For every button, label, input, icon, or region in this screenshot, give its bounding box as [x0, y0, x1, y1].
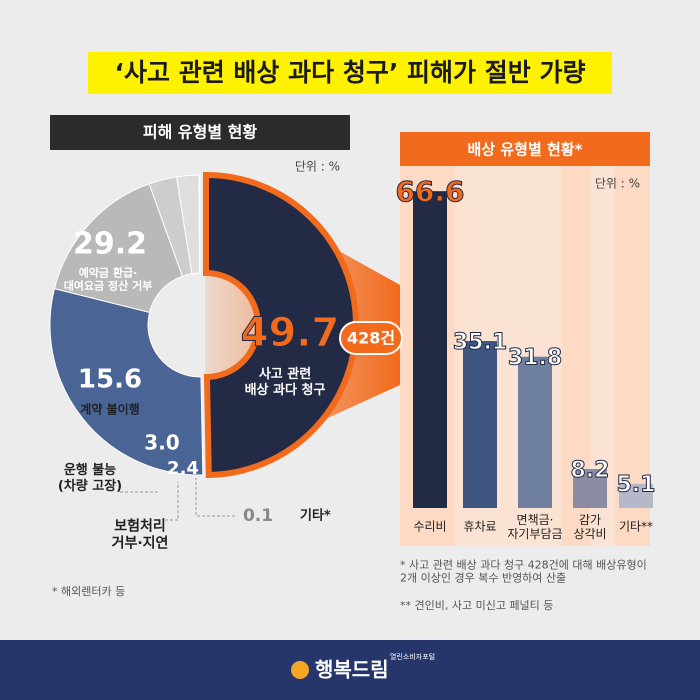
donut-slice	[49, 288, 204, 476]
donut-slice	[198, 174, 201, 274]
category-label: 계약 불이행	[80, 402, 139, 417]
category-label: 수리비	[413, 520, 446, 534]
value-label: 29.2	[73, 227, 147, 262]
footer	[0, 640, 700, 700]
donut-slice	[203, 171, 359, 479]
leader-line	[165, 482, 179, 521]
category-label: 기타*	[300, 508, 331, 524]
value-label: 66.6	[395, 175, 464, 208]
left-header	[50, 115, 350, 150]
title-highlight	[88, 52, 612, 94]
category-label: 보험처리 거부·지연	[112, 518, 169, 552]
value-label: 31.8	[508, 346, 562, 371]
category-label: 감가 상각비	[573, 512, 606, 540]
category-label: 사고 관련 배상 과다 청구	[245, 366, 326, 398]
donut-slice	[53, 183, 184, 313]
category-label: 면책금· 자기부담금	[507, 511, 562, 540]
title: ‘사고 관련 배상 과다 청구’ 피해가 절반 가량	[115, 58, 586, 87]
value-label: 3.0	[144, 431, 179, 455]
category-label: 기타**	[619, 520, 653, 534]
bar	[619, 483, 653, 508]
annotation: 428건	[347, 329, 395, 348]
value-label: 2.4	[167, 458, 199, 479]
value-label: 0.1	[243, 506, 273, 526]
panel-stripe	[615, 166, 650, 546]
left-unit: 단위 : %	[295, 160, 340, 174]
bar	[518, 356, 552, 508]
value-label: 5.1	[617, 473, 656, 498]
left-header-title: 피해 유형별 현황	[143, 123, 257, 142]
right-unit: 단위 : %	[595, 177, 640, 191]
right-note: ** 견인비, 사고 미신고 페널티 등	[400, 599, 553, 612]
value-label: 49.7	[241, 310, 340, 356]
right-header-title: 배상 유형별 현황*	[468, 141, 583, 159]
bar	[573, 468, 607, 508]
logo-text: 행복드림	[315, 658, 389, 682]
bar	[463, 341, 497, 508]
bar	[413, 191, 447, 508]
right-header	[400, 132, 650, 166]
annotation-badge	[339, 321, 403, 355]
value-label: 15.6	[78, 365, 142, 395]
category-label: 휴차료	[463, 520, 496, 534]
value-label: 8.2	[571, 458, 610, 483]
category-label: 예약금 환급· 대여요금 정산 거부	[64, 265, 153, 292]
category-label: 운행 불능 (차량 고장)	[58, 462, 122, 494]
value-label: 35.1	[453, 330, 507, 355]
logo-icon	[291, 661, 309, 679]
logo-subtitle: 열린소비자포털	[390, 652, 435, 661]
left-note: * 해외렌터카 등	[52, 584, 125, 598]
right-note: * 사고 관련 배상 과다 청구 428건에 대해 배상유형이 2개 이상인 경우…	[400, 557, 647, 584]
leader-line	[195, 478, 235, 517]
